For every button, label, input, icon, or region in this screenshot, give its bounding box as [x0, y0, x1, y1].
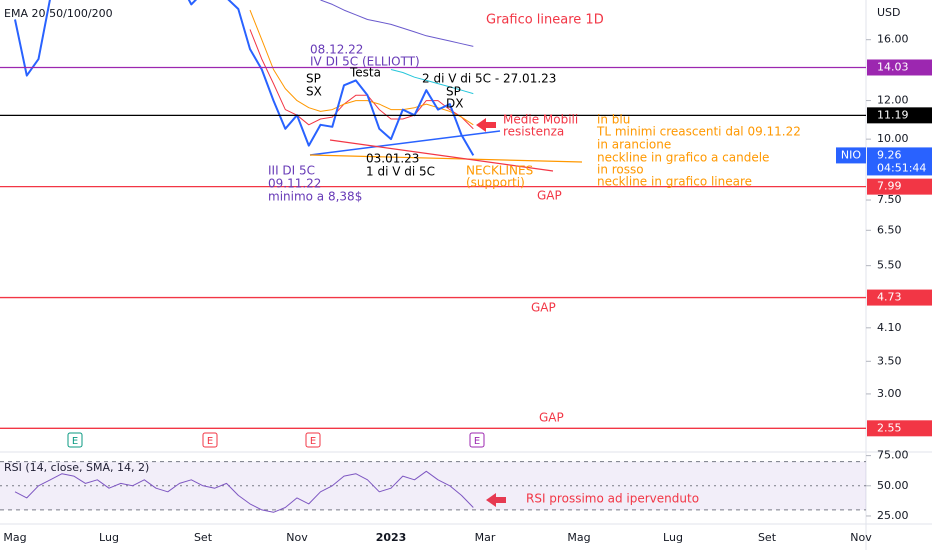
annotation: in arancione [597, 138, 671, 152]
annotation: in rosso [597, 163, 644, 177]
level-label: 7.99 [877, 180, 902, 193]
symbol-label: NIO [841, 148, 861, 161]
y-tick-label: 4.10 [877, 321, 902, 334]
countdown: 04:51:44 [877, 161, 926, 174]
level-label: 14.03 [877, 60, 909, 73]
annotation: TL minimi creascenti dal 09.11.22 [596, 125, 801, 139]
event-badge [67, 432, 83, 448]
y-tick-label: 7.50 [877, 193, 902, 206]
level-label-box [867, 178, 932, 195]
x-tick-label: Nov [850, 531, 872, 544]
level-label-box [867, 289, 932, 306]
annotation: GAP [531, 301, 556, 315]
y-tick-label: 3.50 [877, 354, 902, 367]
x-tick-label: Nov [286, 531, 308, 544]
level-label-box [867, 107, 932, 124]
y-tick-label: 50.00 [877, 479, 909, 492]
annotation: SP [446, 85, 461, 99]
annotation: Medie Mobili [503, 113, 578, 127]
y-tick-label: 3.00 [877, 387, 902, 400]
annotation: NECKLINES [466, 164, 533, 178]
annotation: 09.11.22 [268, 177, 321, 191]
series-line [249, 29, 474, 130]
x-tick-label: Set [194, 531, 213, 544]
annotation: resistenza [503, 125, 564, 139]
neckline-red [329, 139, 554, 172]
event-badge [202, 432, 218, 448]
event-label: E [474, 436, 480, 447]
annotation: (supporti) [466, 176, 525, 190]
x-tick-label: Mag [3, 531, 26, 544]
event-label: E [310, 436, 316, 447]
annotation: SP [306, 72, 321, 86]
event-badge [469, 432, 485, 448]
arrow-icon [476, 118, 496, 132]
annotation: 2 di V di 5C - 27.01.23 [422, 72, 556, 86]
series-line [390, 69, 474, 95]
y-tick-label: 25.00 [877, 509, 909, 522]
trend-line [309, 130, 501, 156]
y-tick-label: 6.50 [877, 223, 902, 236]
annotation: GAP [539, 411, 564, 425]
event-label: E [72, 436, 78, 447]
neckline-orange [309, 154, 583, 163]
y-tick-label: 10.00 [877, 132, 909, 145]
event-badge [305, 432, 321, 448]
x-tick-label: 2023 [376, 531, 407, 544]
event-label: E [207, 436, 213, 447]
rsi-title: RSI (14, close, SMA, 14, 2) [4, 461, 149, 474]
x-tick-label: Lug [99, 531, 119, 544]
level-label-box [867, 59, 932, 76]
y-tick-label: 5.50 [877, 259, 902, 272]
series-line [320, 0, 474, 47]
annotation: DX [446, 97, 463, 111]
y-tick-label: 12.00 [877, 94, 909, 107]
series-line [14, 470, 474, 513]
annotation: RSI prossimo ad ipervenduto [526, 492, 699, 506]
annotation: minimo a 8,38$ [268, 190, 362, 204]
annotation: IV DI 5C (ELLIOTT) [310, 55, 420, 69]
arrow-icon [486, 493, 506, 507]
legend-title: EMA 20/50/100/200 [4, 7, 113, 20]
level-label-box [867, 420, 932, 437]
annotation: Testa [349, 66, 381, 80]
annotation: 1 di V di 5C [366, 165, 435, 179]
price-label: 9.26 [877, 148, 902, 161]
annotation: SX [306, 85, 322, 99]
x-tick-label: Mag [567, 531, 590, 544]
x-tick-label: Set [758, 531, 777, 544]
annotation: 08.12.22 [310, 43, 363, 57]
annotation: III DI 5C [268, 164, 315, 178]
axis-unit: USD [877, 6, 901, 19]
level-label: 2.55 [877, 421, 902, 434]
annotation: neckline in grafico lineare [597, 175, 752, 189]
annotation: Grafico lineare 1D [486, 13, 604, 28]
series-line [14, 0, 475, 156]
symbol-box [836, 147, 866, 164]
annotation: GAP [537, 189, 562, 203]
annotation: neckline in grafico a candele [597, 151, 769, 165]
level-label: 4.73 [877, 291, 902, 304]
plot-area [14, 0, 475, 156]
x-tick-label: Lug [663, 531, 683, 544]
y-tick-label: 75.00 [877, 449, 909, 462]
annotation: 03.01.23 [366, 152, 419, 166]
level-label: 11.19 [877, 108, 909, 121]
plot-area [0, 461, 866, 513]
y-tick-label: 16.00 [877, 33, 909, 46]
price-box [867, 147, 932, 176]
annotation: in blu [597, 113, 630, 127]
x-tick-label: Mar [475, 531, 496, 544]
